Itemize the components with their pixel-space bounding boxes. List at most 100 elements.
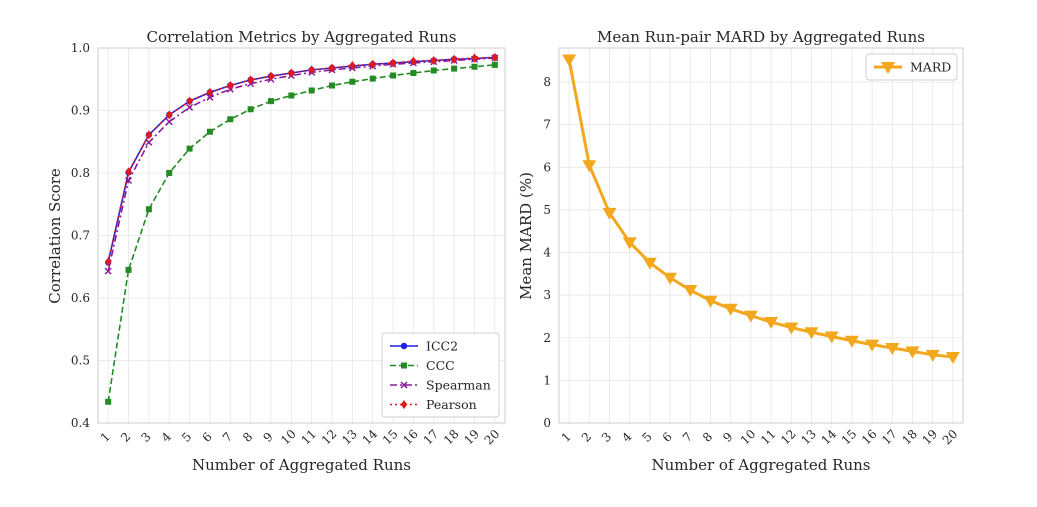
data-point-mard — [804, 327, 819, 340]
legend-box — [381, 332, 500, 418]
data-point-ccc — [105, 398, 112, 405]
legend-label: MARD — [910, 60, 951, 75]
data-point-spearman — [165, 118, 173, 126]
data-point-pearson — [166, 110, 173, 120]
x-tick-label: 14 — [819, 427, 840, 448]
mard-chart: Mean Run-pair MARD by Aggregated Runs Nu… — [517, 28, 964, 474]
data-point-mard — [885, 343, 900, 355]
x-tick-label: 17 — [421, 427, 442, 448]
x-tick-label: 13 — [798, 427, 819, 448]
correlation-chart: Correlation Metrics by Aggregated Runs N… — [46, 28, 506, 474]
y-tick-label: 3 — [543, 288, 551, 302]
x-tick-label: 1 — [559, 430, 574, 445]
x-tick-label: 7 — [220, 430, 235, 445]
data-point-ccc — [430, 67, 437, 74]
data-point-mard — [865, 339, 880, 352]
x-tick-label: 10 — [738, 427, 759, 448]
chart-title: Mean Run-pair MARD by Aggregated Runs — [597, 28, 925, 46]
y-tick-label: 0.7 — [71, 229, 90, 243]
x-tick-label: 15 — [839, 427, 860, 448]
x-tick-label: 13 — [339, 427, 360, 448]
data-point-spearman — [145, 138, 153, 146]
x-tick-label: 8 — [700, 430, 715, 445]
data-point-pearson — [349, 61, 356, 70]
x-tick-label: 8 — [240, 430, 255, 445]
series-line-icc2 — [107, 56, 495, 263]
x-tick-label: 15 — [380, 427, 401, 448]
data-point-ccc — [451, 65, 458, 72]
x-tick-label: 12 — [319, 427, 340, 448]
x-tick-label: 18 — [899, 427, 920, 448]
x-tick-label: 18 — [441, 427, 462, 448]
y-tick-label: 6 — [543, 160, 551, 174]
data-point-pearson — [369, 59, 376, 69]
legend-label: Pearson — [426, 397, 477, 412]
data-point-pearson — [267, 71, 275, 81]
x-tick-label: 4 — [159, 429, 175, 445]
x-tick-label: 1 — [98, 430, 113, 445]
x-tick-label: 6 — [199, 430, 214, 445]
data-point-mard — [743, 310, 758, 323]
data-point-pearson — [145, 130, 153, 140]
x-tick-label: 16 — [400, 427, 421, 448]
x-tick-label: 2 — [118, 430, 133, 445]
data-point-pearson — [288, 68, 295, 78]
data-point-pearson — [410, 56, 417, 66]
x-axis-label: Number of Aggregated Runs — [192, 456, 411, 474]
data-point-spearman — [206, 93, 214, 101]
y-tick-label: 5 — [543, 203, 551, 217]
data-point-ccc — [247, 106, 254, 113]
legend-marker — [401, 362, 407, 369]
legend-marker — [400, 342, 408, 350]
x-tick-label: 16 — [859, 427, 880, 448]
legend-box — [865, 53, 958, 81]
x-tick-label: 2 — [579, 430, 594, 445]
data-point-ccc — [206, 128, 213, 135]
x-tick-label: 3 — [138, 430, 153, 445]
y-tick-label: 0.8 — [71, 166, 90, 180]
legend-marker — [400, 400, 408, 409]
y-tick-label: 4 — [543, 246, 551, 260]
series-mard — [562, 54, 960, 364]
x-tick-label: 20 — [940, 427, 961, 448]
x-tick-label: 17 — [879, 427, 900, 448]
y-tick-label: 7 — [543, 118, 551, 132]
x-tick-label: 14 — [360, 427, 381, 448]
data-point-ccc — [166, 170, 173, 176]
x-tick-label: 9 — [720, 430, 735, 445]
data-point-pearson — [186, 96, 193, 106]
series-line-ccc — [107, 64, 495, 402]
y-tick-label: 0.9 — [71, 104, 90, 118]
legend: ICC2 CCC Spearman Pearson — [381, 332, 500, 418]
data-point-ccc — [288, 92, 295, 99]
data-point-mard — [723, 303, 738, 316]
x-tick-label: 10 — [278, 427, 299, 448]
y-tick-label: 0.6 — [71, 291, 90, 305]
data-point-ccc — [471, 63, 478, 70]
data-point-pearson — [227, 81, 234, 90]
y-tick-label: 8 — [543, 75, 551, 89]
plot-frame — [97, 47, 506, 424]
x-tick-label: 19 — [461, 427, 482, 448]
data-point-mard — [602, 207, 617, 220]
x-tick-label: 11 — [298, 427, 319, 448]
data-point-ccc — [125, 266, 132, 273]
data-point-mard — [764, 317, 779, 330]
legend-marker — [400, 381, 408, 389]
data-point-ccc — [491, 61, 498, 68]
data-point-ccc — [145, 206, 152, 213]
legend-label: Spearman — [426, 378, 491, 393]
x-axis-label: Number of Aggregated Runs — [652, 456, 871, 474]
data-point-mard — [642, 257, 657, 270]
chart-title: Correlation Metrics by Aggregated Runs — [147, 28, 457, 46]
data-point-pearson — [471, 53, 478, 63]
data-point-mard — [925, 349, 940, 362]
y-tick-label: 0 — [543, 416, 551, 430]
legend-marker — [881, 62, 895, 74]
data-point-mard — [844, 335, 859, 348]
data-point-spearman — [186, 103, 194, 111]
data-point-pearson — [247, 75, 254, 85]
data-point-mard — [905, 346, 920, 359]
legend-label: CCC — [426, 358, 455, 373]
